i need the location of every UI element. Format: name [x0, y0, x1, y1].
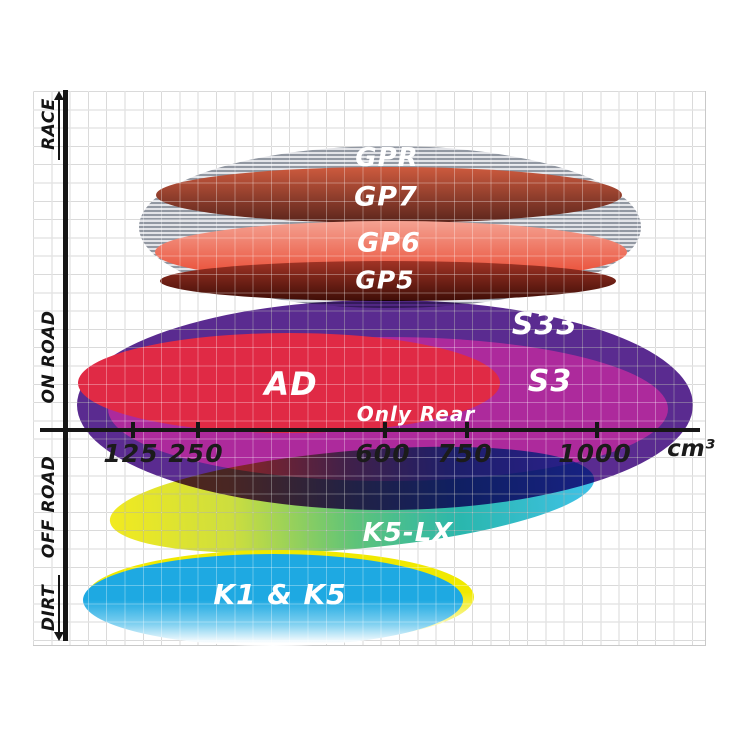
- x-tick-750: [465, 422, 469, 438]
- region-label-gp6: GP6: [357, 227, 421, 259]
- region-label-s33: S33: [511, 307, 579, 342]
- x-tick-250: [196, 422, 200, 438]
- region-label-gpr: GPR: [355, 143, 419, 173]
- x-tick-label-125: 125: [103, 439, 159, 468]
- up-arrow-icon: [54, 91, 64, 100]
- region-label-gp5: GP5: [355, 265, 415, 295]
- region-label-gp7: GP7: [354, 181, 418, 213]
- x-tick-125: [131, 422, 135, 438]
- region-label-k5-lx: K5-LX: [362, 518, 454, 548]
- region-label-ad: AD: [264, 365, 318, 403]
- region-label-k1k5: K1 & K5: [213, 578, 347, 611]
- x-axis-line: [40, 428, 700, 432]
- region-k1k5: [83, 554, 463, 646]
- down-arrow-icon: [54, 632, 64, 641]
- x-tick-1000: [595, 422, 599, 438]
- region-ad: [78, 333, 500, 433]
- region-gp5: [160, 261, 616, 301]
- annotation-only-rear: Only Rear: [356, 402, 476, 426]
- down-arrow-shaft: [58, 575, 60, 632]
- x-tick-label-600: 600: [355, 439, 411, 468]
- x-axis-unit-label: cm³: [667, 436, 715, 462]
- region-gp7: [156, 167, 622, 223]
- x-tick-label-750: 750: [437, 439, 493, 468]
- y-axis-line: [63, 90, 68, 641]
- x-tick-600: [383, 422, 387, 438]
- x-tick-label-1000: 1000: [558, 439, 632, 468]
- x-tick-label-250: 250: [168, 439, 224, 468]
- up-arrow-shaft: [58, 100, 60, 160]
- region-label-s3: S3: [527, 364, 573, 399]
